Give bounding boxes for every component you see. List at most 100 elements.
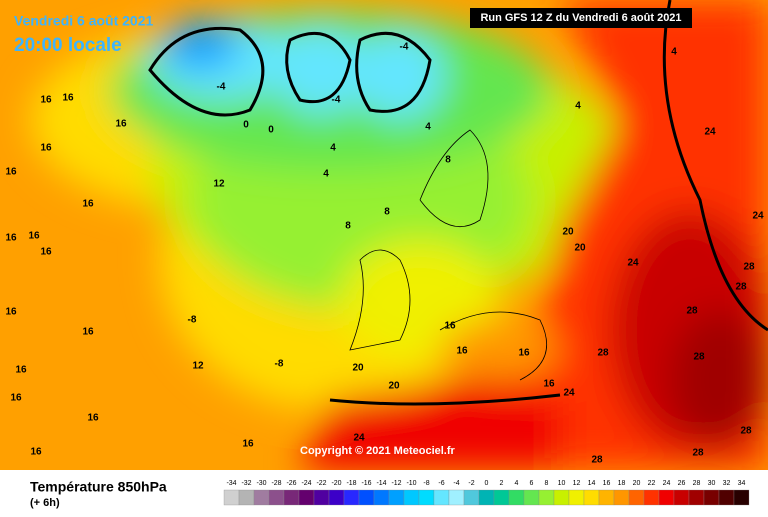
legend-label: -32 [241,480,251,487]
legend-swatch [463,489,480,506]
contour-label: 16 [40,95,52,106]
contour-label: 16 [40,143,52,154]
legend-swatch [718,489,735,506]
contour-label: 4 [425,122,431,133]
legend-label: -12 [391,480,401,487]
legend-swatch [643,489,660,506]
legend-swatch [628,489,645,506]
contour-label: 16 [115,119,127,130]
contour-label: 24 [704,127,716,138]
time: 20:00 locale [14,35,122,56]
contour-label: 20 [574,243,586,254]
legend-label: -20 [331,480,341,487]
legend-swatch [403,489,420,506]
contour-label: 16 [444,321,456,332]
legend-label: -10 [406,480,416,487]
contour-label: 4 [575,101,581,112]
legend-swatch [568,489,585,506]
legend-label: -18 [346,480,356,487]
legend-label: 26 [678,480,686,487]
legend: -34 -32 -30 -28 -26 -24 -22 -20 -18 -16 -14 -12 -10-… [223,480,750,506]
contour-label: 16 [5,167,17,178]
contour-label: 16 [40,247,52,258]
contour-label: -4 [332,95,341,106]
contour-label: -8 [188,315,197,326]
legend-label: 14 [588,480,596,487]
run-info: Run GFS 12 Z du Vendredi 6 août 2021 [480,12,681,24]
contour-label: 0 [243,120,249,131]
contour-label: 12 [213,179,225,190]
legend-swatch [538,489,555,506]
contour-label: 16 [82,199,94,210]
contour-label: 16 [28,231,40,242]
date: Vendredi 6 août 2021 [14,13,153,29]
contour-label: 24 [627,258,639,269]
contour-label: 16 [62,93,74,104]
legend-label: -8 [423,480,429,487]
contour-label: 28 [740,426,752,437]
legend-label: -14 [376,480,386,487]
legend-swatch [658,489,675,506]
legend-swatch [328,489,345,506]
legend-swatch [238,489,255,506]
map [0,0,768,470]
legend-label: 16 [603,480,611,487]
legend-label: -2 [468,480,474,487]
contour-label: 16 [30,447,42,458]
legend-swatch [373,489,390,506]
contour-label: -4 [400,42,409,53]
legend-label: 30 [708,480,716,487]
legend-swatch [223,489,240,506]
contour-label: 28 [597,348,609,359]
legend-label: 32 [723,480,731,487]
legend-swatch [673,489,690,506]
contour-label: 16 [15,365,27,376]
legend-label: 12 [573,480,581,487]
legend-swatch [598,489,615,506]
copyright: Copyright © 2021 Meteociel.fr [300,445,456,457]
contour-label: 16 [518,348,530,359]
legend-swatch [283,489,300,506]
contour-label: 16 [5,233,17,244]
contour-label: -4 [217,82,226,93]
legend-label: 18 [618,480,626,487]
legend-swatch [433,489,450,506]
contour-label: 28 [591,455,603,466]
legend-label: -6 [438,480,444,487]
contour-label: 28 [693,352,705,363]
contour-label: 16 [242,439,254,450]
legend-swatch [478,489,495,506]
legend-swatch [703,489,720,506]
legend-label: 34 [738,480,746,487]
contour-label: 8 [384,207,390,218]
legend-label: -16 [361,480,371,487]
legend-swatch [613,489,630,506]
legend-label: 6 [530,480,534,487]
legend-label: -30 [256,480,266,487]
run-box [470,8,692,28]
legend-label: 28 [693,480,701,487]
footer-title: Température 850hPa [30,479,167,495]
legend-swatch [733,489,750,506]
legend-label: 0 [485,480,489,487]
legend-swatch [358,489,375,506]
legend-label: 4 [515,480,519,487]
legend-swatch [388,489,405,506]
legend-swatch [418,489,435,506]
legend-swatch [493,489,510,506]
contour-label: 16 [82,327,94,338]
legend-label: 2 [500,480,504,487]
legend-swatch [268,489,285,506]
legend-label: -22 [316,480,326,487]
contour-label: 4 [323,169,329,180]
contour-label: 16 [87,413,99,424]
contour-label: 20 [352,363,364,374]
contour-label: 16 [10,393,22,404]
contour-label: 16 [5,307,17,318]
contour-label: 12 [192,361,204,372]
legend-label: 8 [545,480,549,487]
legend-swatch [253,489,270,506]
legend-swatch [688,489,705,506]
